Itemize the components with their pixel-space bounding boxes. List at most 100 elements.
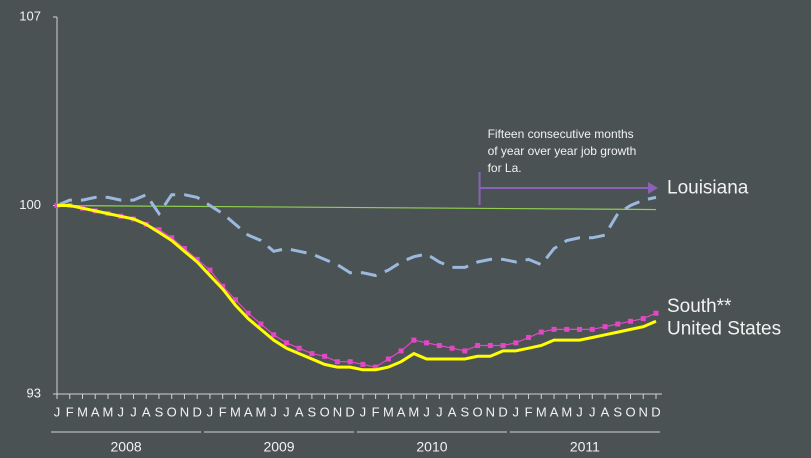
- series-line: [57, 204, 657, 372]
- x-tick-label: O: [167, 404, 177, 419]
- marker: [462, 348, 468, 354]
- x-tick-label: J: [207, 404, 214, 419]
- x-tick-label: A: [91, 404, 100, 419]
- x-tick-label: J: [576, 404, 583, 419]
- x-tick-label: F: [66, 404, 74, 419]
- marker: [487, 343, 493, 349]
- x-tick-label: S: [155, 404, 164, 419]
- marker: [602, 324, 608, 330]
- x-tick-label: D: [651, 404, 660, 419]
- marker: [347, 359, 353, 365]
- x-tick-label: A: [550, 404, 559, 419]
- series-label: South**: [667, 296, 732, 317]
- marker: [360, 361, 366, 367]
- x-tick-label: O: [625, 404, 635, 419]
- x-tick-label: M: [77, 404, 88, 419]
- x-tick-label: N: [180, 404, 189, 419]
- x-tick-label: A: [397, 404, 406, 419]
- marker: [449, 345, 455, 351]
- series-label: Louisiana: [667, 177, 749, 198]
- marker: [258, 321, 264, 327]
- annotation-text: of year over year job growth: [488, 144, 637, 158]
- x-tick-label: M: [408, 404, 419, 419]
- reference-line: [56, 204, 657, 211]
- x-tick-label: N: [486, 404, 495, 419]
- marker: [296, 345, 302, 351]
- y-tick-label: 100: [19, 197, 41, 212]
- x-tick-label: J: [360, 404, 367, 419]
- marker: [194, 256, 200, 262]
- year-label: 2011: [570, 439, 600, 455]
- x-tick-label: J: [436, 404, 443, 419]
- x-tick-label: F: [372, 404, 380, 419]
- y-tick-label: 93: [27, 385, 41, 400]
- marker: [653, 310, 659, 316]
- x-tick-label: O: [473, 404, 483, 419]
- series-label: United States: [667, 318, 781, 339]
- marker: [640, 316, 646, 322]
- marker: [475, 343, 481, 349]
- x-tick-label: J: [513, 404, 520, 419]
- marker: [334, 359, 340, 365]
- x-tick-label: S: [613, 404, 622, 419]
- series-line: [56, 192, 657, 278]
- marker: [577, 326, 583, 332]
- marker: [411, 337, 417, 343]
- marker: [424, 340, 430, 346]
- annotation-text: for La.: [488, 161, 522, 175]
- x-tick-label: N: [639, 404, 648, 419]
- x-tick-label: M: [561, 404, 572, 419]
- marker: [526, 334, 532, 340]
- x-tick-label: J: [283, 404, 290, 419]
- x-tick-label: M: [255, 404, 266, 419]
- x-tick-label: D: [498, 404, 507, 419]
- x-tick-label: M: [383, 404, 394, 419]
- x-tick-label: S: [308, 404, 317, 419]
- year-label: 2010: [416, 439, 447, 455]
- x-tick-label: M: [536, 404, 547, 419]
- marker: [207, 267, 213, 273]
- marker: [232, 297, 238, 303]
- x-tick-label: D: [345, 404, 354, 419]
- x-tick-label: J: [117, 404, 124, 419]
- x-tick-label: J: [54, 404, 61, 419]
- x-tick-label: M: [103, 404, 114, 419]
- marker: [283, 340, 289, 346]
- x-tick-label: O: [320, 404, 330, 419]
- marker: [373, 364, 379, 370]
- y-tick-label: 107: [19, 8, 41, 23]
- x-tick-label: J: [423, 404, 430, 419]
- marker: [169, 235, 175, 241]
- x-tick-label: N: [333, 404, 342, 419]
- marker: [551, 326, 557, 332]
- x-tick-label: A: [142, 404, 151, 419]
- annotation-text: Fifteen consecutive months: [488, 127, 634, 141]
- marker: [589, 326, 595, 332]
- marker: [322, 353, 328, 359]
- marker: [538, 329, 544, 335]
- marker: [181, 246, 187, 252]
- marker: [309, 351, 315, 357]
- marker: [156, 227, 162, 233]
- marker: [398, 348, 404, 354]
- marker: [513, 340, 519, 346]
- x-tick-label: M: [230, 404, 241, 419]
- year-label: 2008: [111, 439, 142, 455]
- marker: [271, 332, 277, 338]
- marker: [500, 343, 506, 349]
- x-tick-label: A: [601, 404, 610, 419]
- x-tick-label: D: [192, 404, 201, 419]
- marker: [245, 310, 251, 316]
- marker: [385, 356, 391, 362]
- x-tick-label: A: [244, 404, 253, 419]
- x-tick-label: A: [448, 404, 457, 419]
- marker: [436, 343, 442, 349]
- annotation-arrowhead: [648, 182, 658, 194]
- x-tick-label: A: [295, 404, 304, 419]
- x-tick-label: J: [130, 404, 137, 419]
- x-tick-label: J: [270, 404, 277, 419]
- x-tick-label: S: [460, 404, 469, 419]
- marker: [615, 321, 621, 327]
